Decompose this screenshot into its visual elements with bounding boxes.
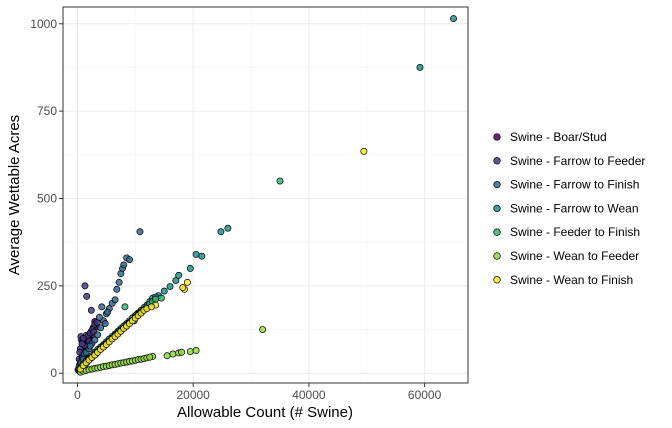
data-point	[166, 283, 174, 290]
x-tick-label: 20000	[176, 388, 210, 402]
y-axis-title: Average Wettable Acres	[6, 115, 23, 275]
legend-label: Swine - Farrow to Finish	[510, 178, 639, 192]
data-point	[148, 303, 155, 311]
data-point	[97, 324, 105, 332]
data-point	[157, 294, 165, 302]
data-point	[104, 308, 112, 316]
data-point	[79, 334, 87, 342]
series-swine-wean-to-feeder	[76, 326, 267, 376]
data-point	[152, 295, 160, 303]
data-point	[224, 224, 232, 232]
legend-key	[493, 204, 501, 213]
data-point	[95, 313, 103, 321]
data-point	[83, 292, 91, 300]
data-point	[91, 336, 99, 344]
legend-key	[493, 228, 501, 236]
y-tick-label: 500	[37, 191, 57, 205]
legend-key	[493, 157, 501, 165]
data-point	[160, 287, 168, 295]
legend-label: Swine - Wean to Feeder	[510, 249, 639, 263]
y-tick-label: 0	[50, 366, 57, 380]
data-point	[111, 296, 119, 304]
legend-label: Swine - Feeder to Finish	[510, 225, 640, 239]
data-point	[198, 252, 206, 260]
data-point	[186, 348, 194, 355]
data-point	[416, 63, 424, 71]
data-point	[78, 340, 86, 348]
legend: Swine - Boar/Stud Swine - Farrow to Feede…	[493, 130, 645, 287]
data-point	[113, 285, 121, 293]
gridlines	[63, 7, 468, 383]
data-point	[192, 250, 200, 258]
legend-key	[493, 252, 501, 260]
data-point	[179, 284, 187, 292]
data-point	[186, 264, 194, 272]
data-point	[146, 353, 154, 361]
legend-key	[493, 276, 501, 284]
legend-key	[493, 180, 501, 189]
data-point	[172, 277, 180, 285]
data-point	[136, 228, 144, 236]
data-point	[163, 352, 171, 360]
y-tick-label: 250	[37, 279, 57, 293]
data-point	[276, 177, 284, 185]
data-point	[175, 271, 183, 279]
legend-key	[493, 133, 501, 141]
data-point	[120, 261, 128, 269]
y-axis: 0 250 500 750 1000	[30, 17, 63, 380]
data-point	[87, 306, 95, 314]
legend-label: Swine - Wean to Finish	[510, 273, 633, 287]
legend-label: Swine - Farrow to Wean	[510, 201, 639, 215]
data-point	[94, 331, 102, 339]
data-point	[178, 348, 186, 356]
x-tick-label: 0	[74, 388, 81, 402]
data-point	[183, 278, 191, 286]
data-point	[121, 303, 129, 311]
data-point	[217, 228, 225, 236]
data-points	[74, 15, 457, 376]
data-point	[360, 147, 368, 155]
data-point	[81, 282, 89, 290]
x-tick-label: 40000	[292, 388, 326, 402]
data-point	[115, 278, 123, 286]
series-swine-wean-to-finish	[76, 147, 368, 373]
plot-panel-border	[62, 6, 469, 384]
data-point	[450, 15, 457, 22]
x-tick-label: 60000	[408, 388, 442, 402]
x-axis-title: Allowable Count (# Swine)	[177, 404, 353, 421]
x-axis: 0 20000 40000 60000	[74, 383, 442, 402]
y-tick-label: 750	[37, 104, 57, 118]
data-point	[169, 350, 177, 358]
data-point	[192, 347, 200, 354]
legend-label: Swine - Boar/Stud	[510, 130, 607, 144]
data-point	[126, 256, 133, 264]
data-point	[98, 303, 106, 311]
data-point	[259, 326, 267, 333]
data-point	[86, 342, 94, 350]
legend-label: Swine - Farrow to Feeder	[510, 154, 645, 168]
data-point	[101, 320, 109, 328]
y-tick-label: 1000	[30, 17, 57, 31]
